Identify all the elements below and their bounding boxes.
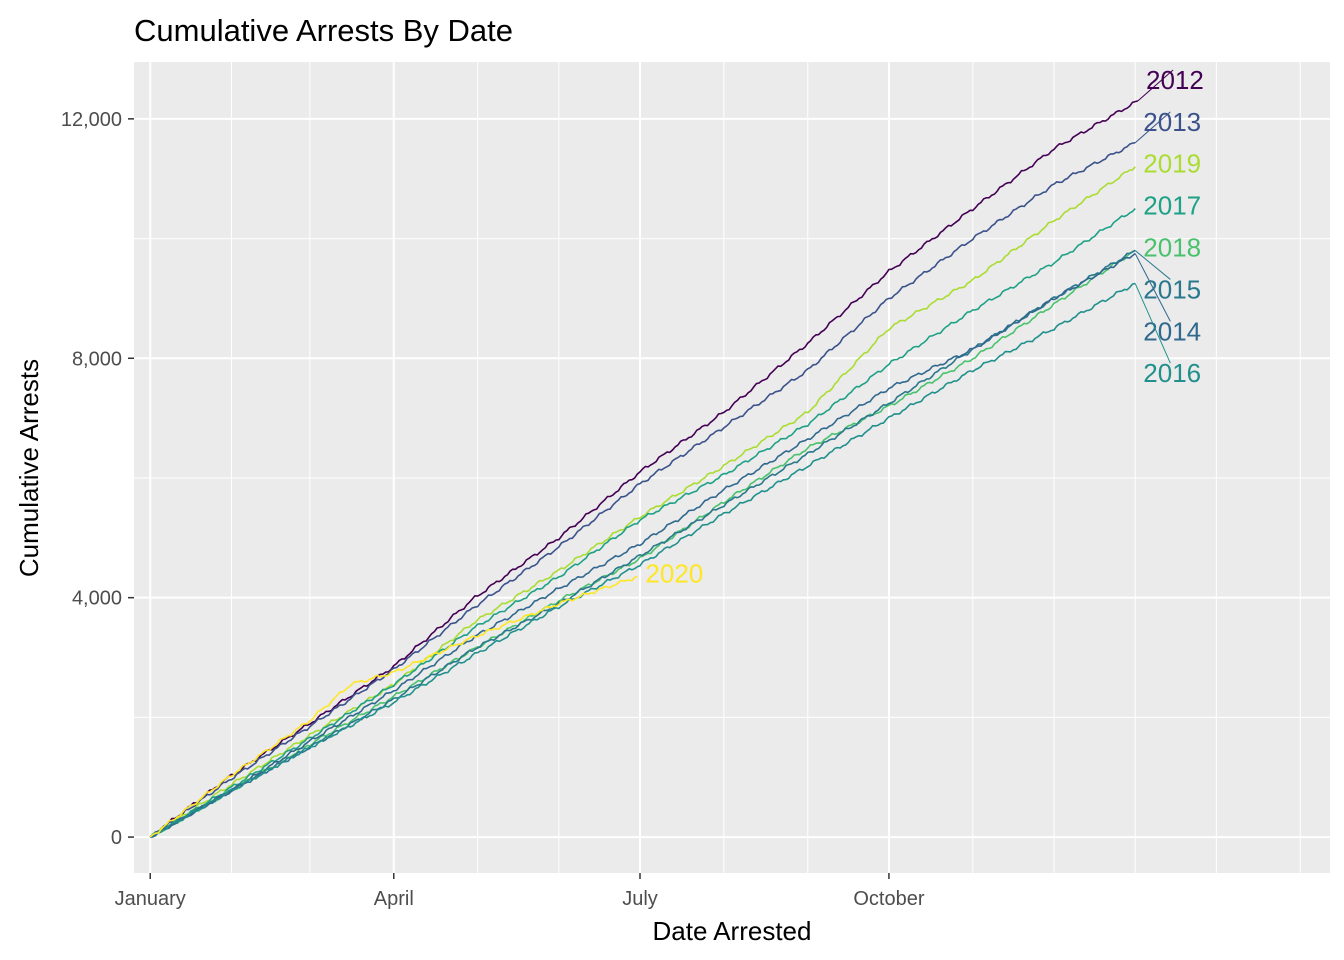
series-line-2017 <box>149 208 1136 838</box>
series-label-2017: 2017 <box>1143 191 1201 221</box>
x-tick-label: April <box>374 888 414 910</box>
y-tick-label: 12,000 <box>61 109 122 131</box>
y-axis: 0 4,000 8,000 12,000 <box>61 109 134 849</box>
series-labels: 2012 2013 2019 2017 2018 2015 2014 2016 2020 <box>645 65 1203 589</box>
series-label-2016: 2016 <box>1143 358 1201 388</box>
series-line-2015 <box>150 249 1136 838</box>
series-label-2015: 2015 <box>1143 274 1201 304</box>
label-leader-2016 <box>1134 283 1171 364</box>
series-line-2019 <box>149 166 1136 838</box>
label-leader-2015 <box>1134 250 1171 280</box>
series-label-2014: 2014 <box>1143 316 1201 346</box>
x-tick-label: October <box>853 888 924 910</box>
series-line-2016 <box>149 282 1136 838</box>
plot-panel <box>134 62 1330 873</box>
series-label-2019: 2019 <box>1143 149 1201 179</box>
label-leader-2012 <box>1137 69 1174 102</box>
series-label-2013: 2013 <box>1143 107 1201 137</box>
series-line-2013 <box>149 142 1136 838</box>
series-line-2014 <box>150 252 1136 838</box>
x-tick-label: January <box>115 888 186 910</box>
series-lines <box>149 100 1139 838</box>
series-label-2020: 2020 <box>645 559 703 589</box>
x-tick-label: July <box>622 888 658 910</box>
label-leader-2014 <box>1134 253 1171 322</box>
series-label-2018: 2018 <box>1143 233 1201 263</box>
y-tick-label: 4,000 <box>72 588 122 610</box>
series-label-2012: 2012 <box>1146 65 1204 95</box>
y-tick-label: 0 <box>111 827 122 849</box>
major-gridlines <box>134 62 1330 873</box>
label-leader-2013 <box>1134 111 1171 144</box>
y-axis-title: Cumulative Arrests <box>14 359 44 577</box>
series-line-2012 <box>149 100 1139 838</box>
y-tick-label: 8,000 <box>72 348 122 370</box>
chart-title: Cumulative Arrests By Date <box>134 13 513 48</box>
x-axis-title: Date Arrested <box>653 916 812 946</box>
series-line-2020 <box>149 575 638 838</box>
x-axis: January April July October <box>115 873 925 910</box>
